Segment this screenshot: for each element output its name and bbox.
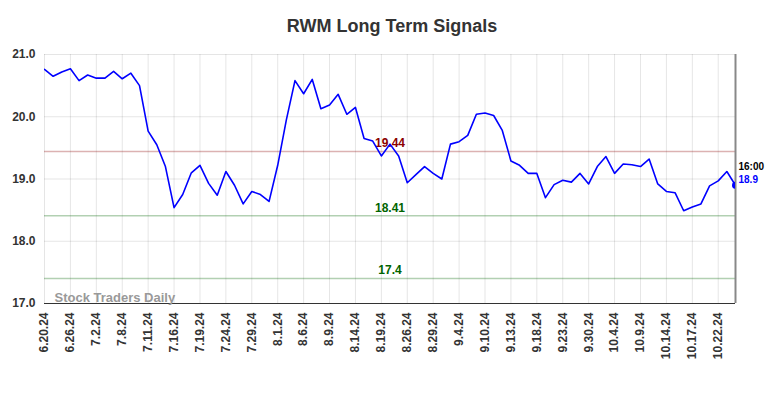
- svg-text:7.24.24: 7.24.24: [219, 312, 233, 352]
- svg-text:18.9: 18.9: [739, 174, 759, 185]
- svg-text:10.17.24: 10.17.24: [685, 312, 699, 359]
- svg-text:9.4.24: 9.4.24: [452, 312, 466, 346]
- svg-text:7.16.24: 7.16.24: [167, 312, 181, 352]
- svg-text:10.9.24: 10.9.24: [633, 312, 647, 352]
- svg-text:17.0: 17.0: [12, 296, 36, 310]
- svg-text:9.10.24: 9.10.24: [478, 312, 492, 352]
- html-text:RWM Long Term Signals: RWM Long Term Signals: [286, 16, 498, 36]
- svg-text:7.11.24: 7.11.24: [141, 312, 155, 352]
- svg-text:7.8.24: 7.8.24: [115, 312, 129, 346]
- svg-text:8.19.24: 8.19.24: [374, 312, 388, 352]
- svg-text:7.29.24: 7.29.24: [245, 312, 259, 352]
- svg-text:8.9.24: 8.9.24: [322, 312, 336, 346]
- svg-text:21.0: 21.0: [12, 47, 36, 61]
- svg-text:8.1.24: 8.1.24: [271, 312, 285, 346]
- svg-text:6.26.24: 6.26.24: [63, 312, 77, 352]
- svg-text:16:00: 16:00: [739, 161, 765, 172]
- svg-text:19.0: 19.0: [12, 172, 36, 186]
- svg-text:10.14.24: 10.14.24: [659, 312, 673, 359]
- svg-text:8.6.24: 8.6.24: [296, 312, 310, 346]
- svg-text:18.41: 18.41: [375, 201, 405, 215]
- svg-text:9.23.24: 9.23.24: [556, 312, 570, 352]
- svg-text:8.14.24: 8.14.24: [348, 312, 362, 352]
- svg-text:18.0: 18.0: [12, 234, 36, 248]
- svg-text:10.4.24: 10.4.24: [607, 312, 621, 352]
- svg-text:6.20.24: 6.20.24: [37, 312, 51, 352]
- svg-text:Stock Traders Daily: Stock Traders Daily: [55, 290, 176, 305]
- svg-text:8.29.24: 8.29.24: [426, 312, 440, 352]
- svg-text:9.13.24: 9.13.24: [504, 312, 518, 352]
- svg-text:20.0: 20.0: [12, 110, 36, 124]
- svg-text:10.22.24: 10.22.24: [711, 312, 725, 359]
- svg-text:17.4: 17.4: [378, 263, 402, 277]
- svg-text:7.2.24: 7.2.24: [89, 312, 103, 346]
- svg-text:7.19.24: 7.19.24: [193, 312, 207, 352]
- svg-text:9.18.24: 9.18.24: [530, 312, 544, 352]
- svg-text:9.30.24: 9.30.24: [582, 312, 596, 352]
- svg-text:19.44: 19.44: [375, 136, 405, 151]
- svg-text:8.26.24: 8.26.24: [400, 312, 414, 352]
